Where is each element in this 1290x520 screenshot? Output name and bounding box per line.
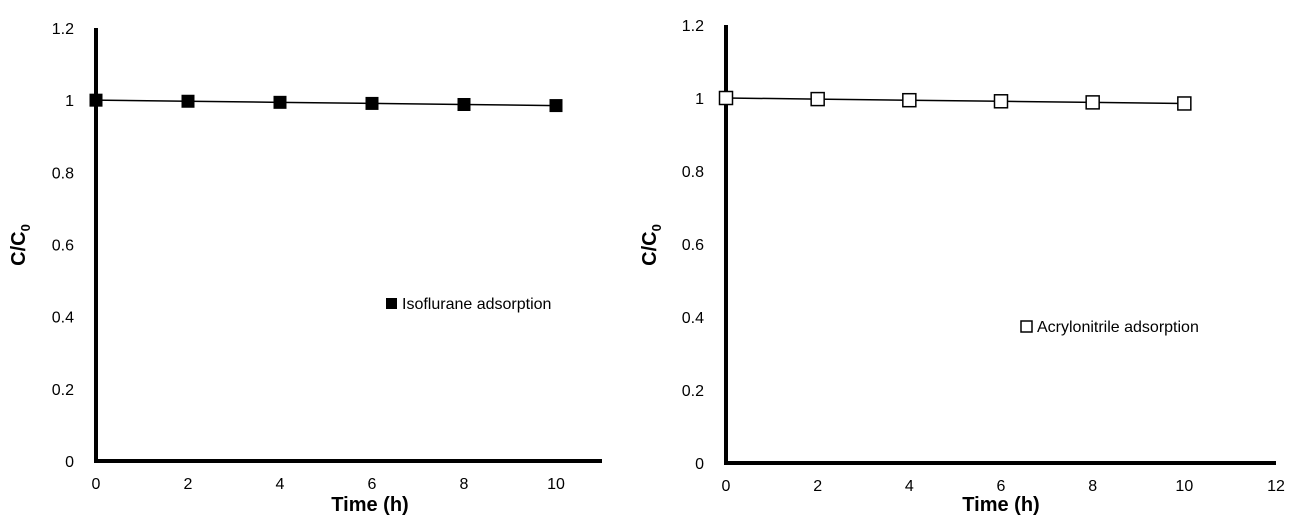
x-tick-label: 6 <box>368 476 377 493</box>
y-tick-label: 0.6 <box>52 238 74 255</box>
y-axis-title: C/C0 <box>8 224 33 266</box>
data-point-marker <box>457 97 471 111</box>
y-axis-title: C/C0 <box>639 224 664 266</box>
y-tick-label: 0.2 <box>52 382 74 399</box>
x-axis-title: Time (h) <box>962 494 1039 516</box>
y-tick-label: 0.8 <box>682 164 704 181</box>
y-tick-label: 0.6 <box>682 237 704 254</box>
y-axis-title-main: C/C <box>8 231 30 265</box>
data-point-marker <box>993 94 1009 109</box>
x-tick-label: 6 <box>997 478 1006 495</box>
data-point-marker <box>902 92 917 108</box>
x-tick-label: 10 <box>547 476 565 493</box>
x-tick-label: 4 <box>276 476 285 493</box>
legend-marker <box>386 298 397 309</box>
data-point-marker <box>549 99 563 113</box>
data-point-marker <box>718 90 734 106</box>
y-tick-label: 0 <box>65 454 74 471</box>
x-tick-label: 2 <box>813 478 822 495</box>
data-point-marker <box>1177 96 1192 111</box>
y-tick-label: 0.8 <box>52 165 74 182</box>
y-axis-title-main: C/C <box>639 231 661 265</box>
y-tick-label: 1.2 <box>682 18 704 35</box>
y-axis-title-subscript: 0 <box>18 224 33 231</box>
data-point-marker <box>1085 95 1100 110</box>
y-tick-label: 0.4 <box>52 310 74 327</box>
x-tick-label: 0 <box>722 478 731 495</box>
y-tick-label: 0.4 <box>682 310 704 327</box>
y-tick-label: 1 <box>65 93 74 110</box>
data-point-marker <box>181 94 195 108</box>
x-tick-label: 0 <box>92 476 101 493</box>
x-tick-label: 8 <box>1088 478 1097 495</box>
x-tick-label: 2 <box>184 476 193 493</box>
series-line <box>95 99 557 107</box>
y-tick-label: 0 <box>695 456 704 473</box>
x-tick-label: 4 <box>905 478 914 495</box>
series-line <box>725 97 1185 105</box>
legend-label: Acrylonitrile adsorption <box>1037 319 1199 336</box>
legend-marker <box>1020 320 1033 333</box>
x-tick-label: 8 <box>460 476 469 493</box>
y-axis-title-subscript: 0 <box>649 224 664 231</box>
y-tick-label: 1 <box>695 91 704 108</box>
data-point-marker <box>89 93 103 107</box>
y-tick-label: 0.2 <box>682 383 704 400</box>
legend-label: Isoflurane adsorption <box>402 296 551 313</box>
data-point-marker <box>810 91 825 107</box>
data-point-marker <box>365 96 379 110</box>
data-point-marker <box>273 95 287 109</box>
x-tick-label: 12 <box>1267 478 1285 495</box>
x-tick-label: 10 <box>1175 478 1193 495</box>
y-tick-label: 1.2 <box>52 21 74 38</box>
x-axis-title: Time (h) <box>331 494 408 516</box>
